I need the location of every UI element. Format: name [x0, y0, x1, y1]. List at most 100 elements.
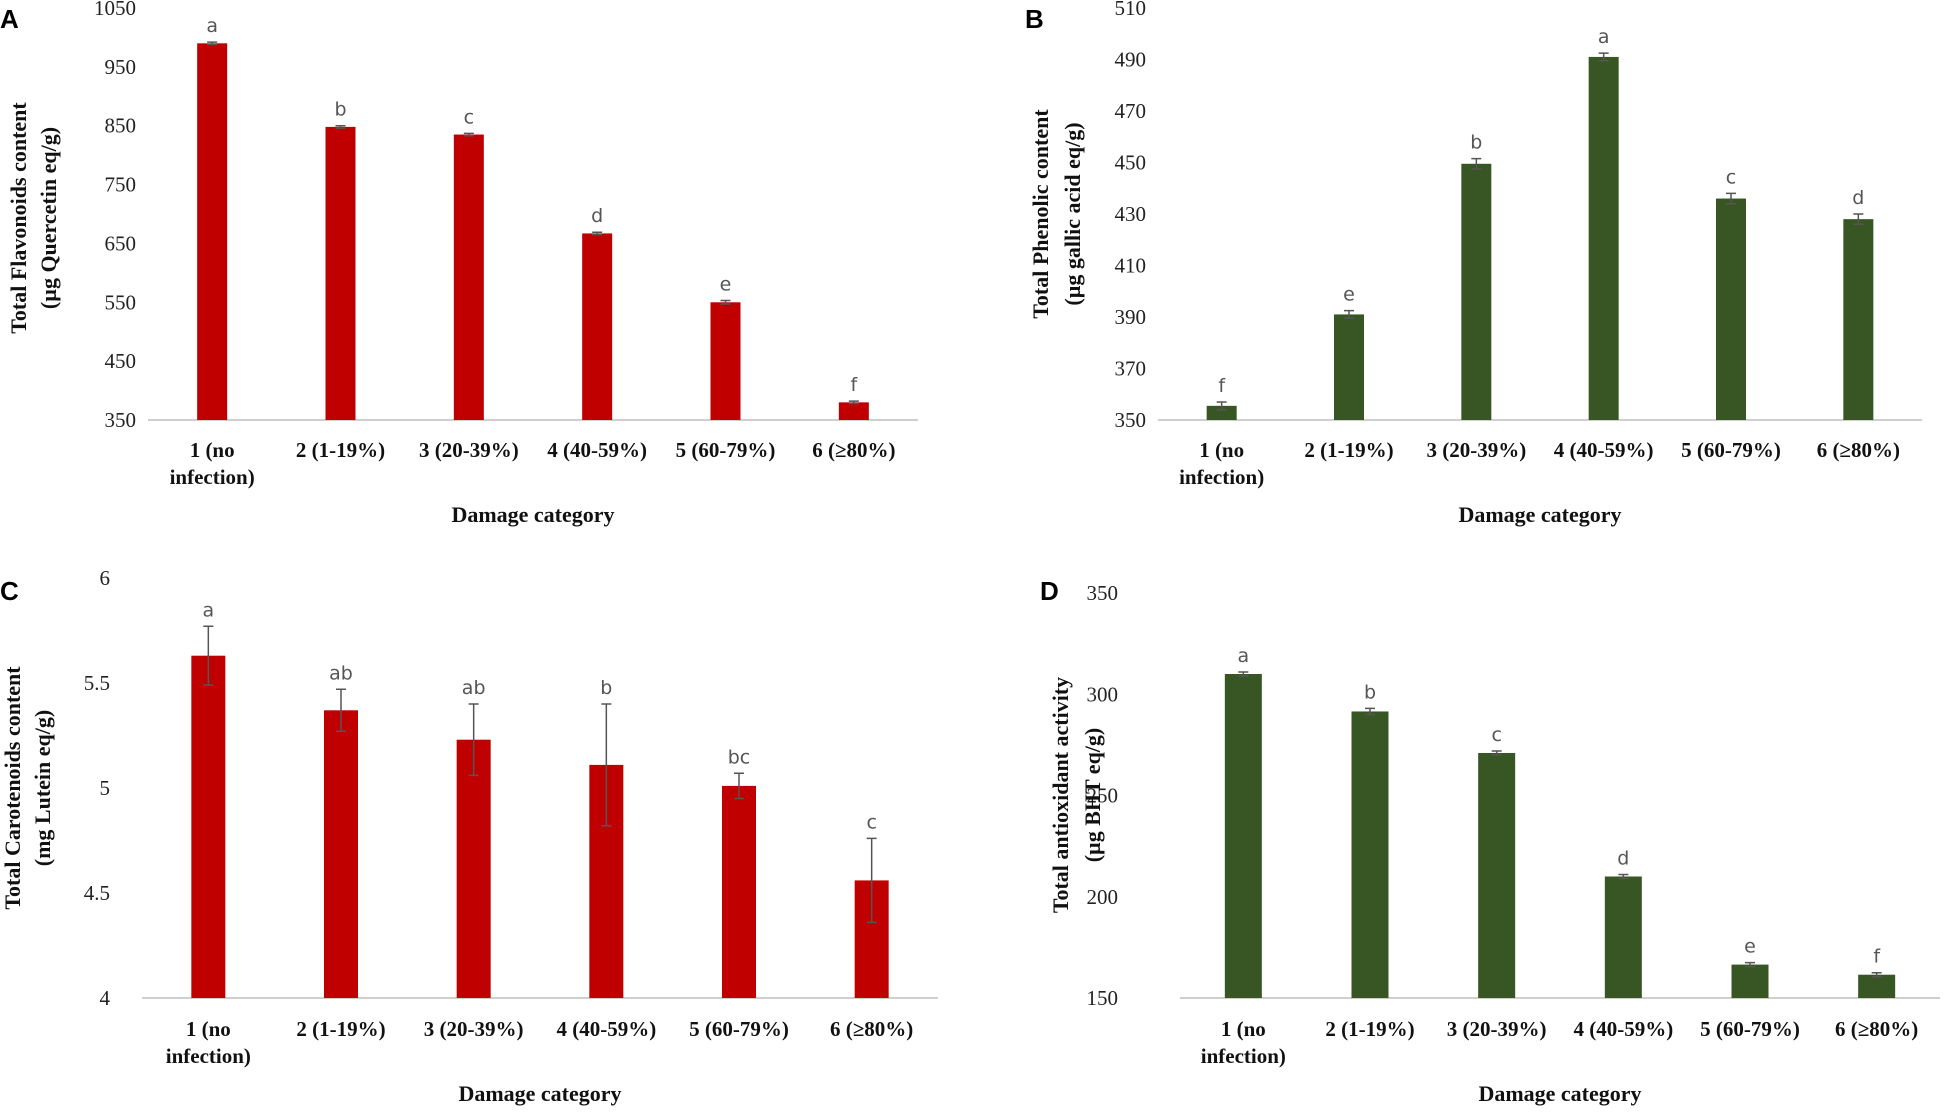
panel-d-error-bar: [1618, 873, 1629, 880]
panel-d-y-tick-label: 300: [1087, 682, 1119, 706]
panel-b-significance-letter: f: [1218, 375, 1226, 397]
panel-a-error-bar: [207, 41, 218, 46]
panel-d-category-label: 3 (20-39%): [1447, 1017, 1547, 1041]
panel-d-letter: D: [1040, 576, 1059, 606]
panel-d-significance-letter: f: [1873, 946, 1881, 968]
panel-c-significance-letter: b: [600, 677, 612, 699]
panel-b-bar: [1334, 314, 1364, 420]
panel-b-error-bar: [1216, 401, 1227, 411]
panel-d-error-bar: [1365, 707, 1375, 716]
panel-c-significance-letter: bc: [728, 746, 751, 768]
panel-b-bar: [1716, 198, 1746, 420]
panel-c-y-tick-label: 6: [100, 566, 111, 590]
panel-d-category-label: 6 (≥80%): [1835, 1017, 1918, 1041]
panel-a-bar: [710, 302, 741, 420]
panel-c-error-bar: [601, 703, 612, 827]
panel-a-x-axis-title: Damage category: [451, 502, 614, 527]
panel-b-significance-letter: a: [1598, 26, 1610, 48]
panel-c-y-tick-label: 5: [100, 776, 111, 800]
panel-b-bar: [1206, 405, 1237, 420]
panel-c-significance-letter: ab: [462, 677, 486, 699]
panel-d-y-axis-unit: (µg BHT eq/g): [1080, 728, 1105, 863]
panel-a-bar: [325, 126, 356, 421]
panel-d-bar: [1478, 752, 1516, 998]
panel-c-x-axis-title: Damage category: [458, 1081, 621, 1106]
panel-a-letter: A: [0, 4, 19, 34]
panel-b-category-label: 2 (1-19%): [1304, 438, 1393, 462]
panel-a-category-label: 4 (40-59%): [547, 438, 647, 462]
panel-a-y-tick-label: 850: [105, 114, 137, 138]
panel-a-category-label: 6 (≥80%): [812, 438, 895, 462]
panel-a-significance-letter: a: [206, 15, 218, 37]
panel-b-y-tick-label: 470: [1115, 99, 1147, 123]
panel-c-y-axis-title: Total Carotenoids content: [0, 666, 25, 910]
panel-c-error-bar: [203, 625, 214, 686]
panel-b-y-tick-label: 510: [1115, 0, 1147, 20]
panel-b-y-tick-label: 450: [1115, 151, 1147, 175]
panel-b-category-label-line2: infection): [1179, 465, 1264, 489]
panel-b-error-bar: [1726, 192, 1736, 205]
panel-b-category-label: 3 (20-39%): [1426, 438, 1526, 462]
panel-b-bar: [1588, 56, 1619, 421]
panel-b-category-label: 4 (40-59%): [1554, 438, 1654, 462]
panel-c-letter: C: [0, 576, 19, 606]
panel-d-significance-letter: c: [1491, 724, 1501, 746]
panel-c-y-tick-label: 5.5: [84, 671, 110, 695]
panel-b-error-bar: [1853, 213, 1864, 226]
panel-c-bar: [456, 739, 491, 998]
panel-c-significance-letter: ab: [329, 662, 353, 684]
panel-a-significance-letter: e: [720, 274, 732, 296]
panel-a-y-axis-title: Total Flavonoids content: [6, 102, 31, 334]
panel-a-y-tick-label: 650: [105, 231, 137, 255]
panel-c-category-label: 6 (≥80%): [830, 1017, 913, 1041]
panel-d-category-label: 5 (60-79%): [1700, 1017, 1800, 1041]
panel-a-error-bar: [463, 132, 474, 137]
panel-d-significance-letter: e: [1744, 936, 1756, 958]
panel-d-error-bar: [1238, 671, 1249, 677]
panel-d-category-label: 2 (1-19%): [1325, 1017, 1414, 1041]
panel-b-error-bar: [1471, 157, 1482, 170]
panel-b-category-label: 1 (no: [1199, 438, 1244, 462]
panel-d-bar: [1224, 674, 1262, 998]
panel-c-error-bar: [468, 703, 479, 777]
panel-b-category-label: 6 (≥80%): [1817, 438, 1900, 462]
panel-b-bar: [1843, 219, 1874, 420]
panel-c-category-label-line2: infection): [166, 1044, 251, 1068]
panel-b-category-label: 5 (60-79%): [1681, 438, 1781, 462]
panel-d-error-bar: [1871, 971, 1882, 978]
panel-a-bar: [453, 134, 484, 421]
panel-c-error-bar: [866, 837, 877, 924]
panel-b-y-tick-label: 390: [1115, 305, 1147, 329]
panel-d-category-label: 4 (40-59%): [1573, 1017, 1673, 1041]
panel-a-significance-letter: b: [334, 99, 346, 121]
panel-d-bar: [1731, 964, 1769, 998]
panel-a-y-tick-label: 1050: [94, 0, 136, 20]
panel-a-error-bar: [720, 299, 731, 305]
panel-b-x-axis-title: Damage category: [1458, 502, 1621, 527]
panel-c-category-label: 5 (60-79%): [689, 1017, 789, 1041]
panel-c-bar: [191, 655, 226, 998]
panel-a-bar: [582, 233, 613, 420]
panel-b-significance-letter: e: [1343, 284, 1355, 306]
panel-b-y-axis-title: Total Phenolic content: [1028, 109, 1053, 319]
panel-c-y-tick-label: 4: [100, 986, 111, 1010]
panel-d-category-label-line2: infection): [1201, 1044, 1286, 1068]
panel-a-category-label: 5 (60-79%): [676, 438, 776, 462]
panel-a-error-bar: [848, 400, 859, 405]
panel-a-bar: [197, 43, 228, 421]
panel-d-significance-letter: a: [1238, 645, 1250, 667]
panel-a-bar: [838, 402, 869, 420]
panel-c-y-axis-unit: (mg Lutein eq/g): [30, 710, 55, 866]
panel-b-y-tick-label: 490: [1115, 48, 1147, 72]
panel-d-bar: [1351, 711, 1389, 998]
panel-a-y-tick-label: 750: [105, 173, 137, 197]
panel-c-error-bar: [336, 688, 346, 733]
panel-c-category-label: 3 (20-39%): [424, 1017, 524, 1041]
panel-c-y-tick-label: 4.5: [84, 881, 110, 905]
panel-d-y-tick-label: 250: [1087, 784, 1119, 808]
panel-b-y-tick-label: 350: [1115, 408, 1147, 432]
panel-d-error-bar: [1491, 750, 1502, 756]
panel-d-category-label: 1 (no: [1221, 1017, 1266, 1041]
panel-a-category-label: 1 (no: [190, 438, 235, 462]
